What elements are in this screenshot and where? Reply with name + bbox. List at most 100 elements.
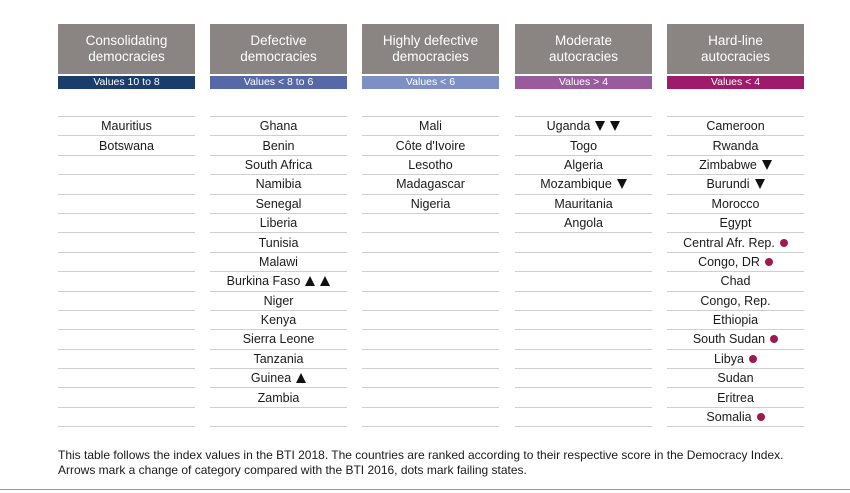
arrow-down-icon (595, 121, 606, 132)
change-marker (748, 354, 757, 363)
country-name: Nigeria (410, 196, 451, 211)
table-cell: Cameroon (667, 117, 804, 137)
country-name: Somalia (706, 410, 752, 425)
table-cell: Benin (210, 136, 347, 156)
value-range-label: Values 10 to 8 (58, 76, 195, 89)
table-cell: Sudan (667, 369, 804, 389)
change-marker (761, 159, 772, 170)
table-cell (515, 408, 652, 428)
table-cell (58, 253, 195, 273)
table-cell (515, 388, 652, 408)
table-cell: Mozambique (515, 175, 652, 195)
table-cell (362, 311, 499, 331)
arrow-down-icon (616, 179, 627, 190)
table-cell (515, 369, 652, 389)
arrow-up-icon (296, 373, 307, 384)
country-name: Central Afr. Rep. (683, 235, 775, 250)
country-name: Kenya (260, 313, 297, 328)
table-cell (515, 311, 652, 331)
table-cell (515, 350, 652, 370)
failing-state-dot-icon (779, 238, 788, 247)
country-name: Togo (569, 138, 598, 153)
country-name: South Africa (244, 157, 313, 172)
column-2: Highly defective democracies Values < 6 Ma… (362, 24, 499, 428)
table-cell (58, 369, 195, 389)
failing-state-dot-icon (748, 354, 757, 363)
change-marker (764, 257, 773, 266)
country-name: Liberia (259, 216, 298, 231)
table-cell: Eritrea (667, 388, 804, 408)
table-cell: Côte d'Ivoire (362, 136, 499, 156)
column-1: Defective democracies Values < 8 to 6 Ghan… (210, 24, 347, 428)
country-name: Mauritius (101, 119, 152, 134)
country-name: South Sudan (692, 332, 766, 347)
country-name: Congo, DR (698, 254, 760, 269)
column-body: Mauritius Botswana (58, 116, 195, 428)
country-name: Eritrea (717, 390, 754, 405)
column-header: Moderate autocracies (515, 24, 652, 74)
failing-state-dot-icon (764, 257, 773, 266)
table-cell (58, 233, 195, 253)
table-cell (362, 369, 499, 389)
table-cell: Uganda (515, 117, 652, 137)
column-body: Uganda Togo Algeria Mozambique Mauritania Ang… (515, 116, 652, 428)
failing-state-dot-icon (756, 413, 765, 422)
table-cell: Rwanda (667, 136, 804, 156)
country-name: Sudan (717, 371, 754, 386)
country-name: Namibia (255, 177, 302, 192)
table-cell: Zambia (210, 388, 347, 408)
table-cell: Lesotho (362, 156, 499, 176)
table-cell: Burundi (667, 175, 804, 195)
table-cell (362, 214, 499, 234)
table-cell: Tanzania (210, 350, 347, 370)
table-cell (515, 330, 652, 350)
table-cell (210, 408, 347, 428)
table-cell (362, 330, 499, 350)
column-0: Consolidating democracies Values 10 to 8 M… (58, 24, 195, 428)
country-name: Guinea (250, 371, 292, 386)
value-range-label: Values > 4 (515, 76, 652, 89)
arrow-down-icon (761, 159, 772, 170)
country-name: Senegal (255, 196, 302, 211)
table-cell (515, 233, 652, 253)
table-cell (515, 292, 652, 311)
change-marker (754, 179, 765, 190)
table-cell (362, 272, 499, 292)
table-cell: Congo, Rep. (667, 292, 804, 311)
table-cell: Morocco (667, 195, 804, 214)
table-cell: Madagascar (362, 175, 499, 195)
value-range-label: Values < 4 (667, 76, 804, 89)
column-header: Highly defective democracies (362, 24, 499, 74)
table-cell (58, 175, 195, 195)
bottom-rule (0, 489, 850, 490)
table-cell (58, 330, 195, 350)
category-table: Consolidating democracies Values 10 to 8 M… (58, 24, 804, 428)
arrow-up-icon (320, 276, 331, 287)
table-cell: Guinea (210, 369, 347, 389)
table-cell: Angola (515, 214, 652, 234)
country-name: Malawi (259, 254, 298, 269)
table-cell: Namibia (210, 175, 347, 195)
table-cell (362, 233, 499, 253)
country-name: Zimbabwe (699, 157, 757, 172)
change-marker (616, 179, 627, 190)
table-cell (58, 311, 195, 331)
table-cell (362, 253, 499, 273)
value-range-label: Values < 6 (362, 76, 499, 89)
table-cell: Nigeria (362, 195, 499, 214)
table-cell: South Africa (210, 156, 347, 176)
table-cell (58, 156, 195, 176)
table-cell: Algeria (515, 156, 652, 176)
table-cell: Mali (362, 117, 499, 137)
table-cell: Zimbabwe (667, 156, 804, 176)
country-name: Tunisia (258, 235, 299, 250)
table-cell: Malawi (210, 253, 347, 273)
table-cell: Mauritania (515, 195, 652, 214)
table-cell (362, 292, 499, 311)
country-name: Madagascar (396, 177, 465, 192)
table-cell: Senegal (210, 195, 347, 214)
change-marker (595, 121, 621, 132)
column-body: Ghana Benin South Africa Namibia Senegal Libe… (210, 116, 347, 428)
table-cell (58, 388, 195, 408)
failing-state-dot-icon (770, 335, 779, 344)
